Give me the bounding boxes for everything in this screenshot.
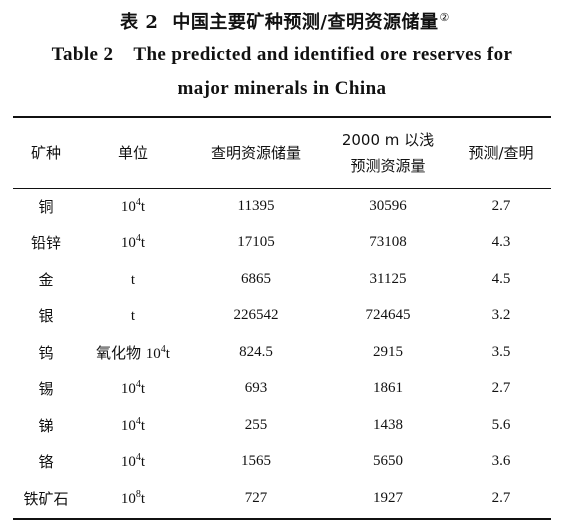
cell-ratio: 4.3: [491, 234, 511, 251]
header-mineral: 矿种: [30, 143, 61, 162]
cell-mineral: 锡: [38, 380, 54, 399]
table-number-cn: 表 2: [120, 12, 159, 33]
cell-identified: 255: [244, 416, 268, 433]
unit-exponent: 4: [135, 379, 141, 391]
unit-base: 10: [120, 235, 136, 252]
unit-exponent: 4: [135, 415, 141, 427]
unit-prefix: 氧化物: [96, 343, 146, 362]
cell-identified: 727: [244, 489, 268, 506]
footnote-marker: ②: [439, 11, 450, 24]
mineral-reserves-table: 矿种 单位 查明资源储量 2000 m 以浅 预测资源量 预测/查明 铜 104…: [13, 117, 551, 517]
table-title-english-line1: Table 2 The predicted and identified ore …: [0, 44, 564, 66]
table-number-en: Table 2: [51, 44, 114, 65]
cell-ratio: 3.2: [491, 307, 511, 324]
cell-mineral: 铁矿石: [23, 489, 69, 508]
unit-suffix: t: [140, 417, 146, 434]
unit-base: 10: [145, 345, 161, 362]
cell-ratio: 3.5: [491, 343, 511, 360]
cell-identified: 6865: [241, 270, 271, 287]
cell-ratio: 3.6: [491, 453, 511, 470]
cell-ratio: 4.5: [491, 270, 511, 287]
header-predicted-line2: 预测资源量: [350, 156, 426, 175]
cell-identified: 824.5: [239, 343, 273, 360]
cell-mineral: 铅锌: [30, 234, 61, 253]
unit-suffix: t: [140, 235, 146, 252]
table-row: 铅锌 104t 17105 73108 4.3: [13, 225, 551, 262]
cell-unit: 108t: [79, 480, 187, 517]
table-header-rule: [13, 188, 551, 189]
cell-unit: 104t: [79, 188, 187, 225]
unit-base: 10: [120, 454, 136, 471]
table-caption-en-line1: The predicted and identified ore reserve…: [133, 44, 513, 65]
header-predicted: 2000 m 以浅 预测资源量: [325, 117, 451, 188]
unit-exponent: 4: [135, 452, 141, 464]
cell-predicted: 1438: [373, 416, 403, 433]
cell-mineral: 铜: [38, 197, 54, 216]
unit-base: 10: [120, 417, 136, 434]
unit-exponent: 8: [135, 488, 141, 500]
unit-suffix: t: [140, 381, 146, 398]
cell-predicted: 724645: [365, 307, 411, 324]
cell-identified: 226542: [233, 307, 279, 324]
table-row: 锡 104t 693 1861 2.7: [13, 371, 551, 408]
table-bottom-rule: [13, 518, 551, 520]
unit-suffix: t: [130, 308, 136, 325]
cell-identified: 11395: [237, 197, 275, 214]
unit-base: 10: [120, 198, 136, 215]
table-top-rule: [13, 116, 551, 118]
unit-base: 10: [120, 490, 136, 507]
cell-predicted: 1861: [373, 380, 403, 397]
header-ratio: 预测/查明: [468, 143, 534, 162]
cell-predicted: 30596: [369, 197, 407, 214]
cell-ratio: 2.7: [491, 489, 511, 506]
cell-unit: t: [79, 298, 187, 335]
cell-mineral: 金: [38, 270, 54, 289]
unit-exponent: 4: [135, 233, 141, 245]
cell-mineral: 锑: [38, 416, 54, 435]
cell-unit: 104t: [79, 371, 187, 408]
unit-suffix: t: [140, 454, 146, 471]
cell-ratio: 2.7: [491, 197, 511, 214]
unit-base: 10: [120, 381, 136, 398]
unit-suffix: t: [140, 490, 146, 507]
header-unit: 单位: [117, 143, 148, 162]
cell-ratio: 2.7: [491, 380, 511, 397]
table-row: 铜 104t 11395 30596 2.7: [13, 188, 551, 225]
cell-predicted: 1927: [373, 489, 403, 506]
cell-mineral: 钨: [38, 343, 54, 362]
unit-suffix: t: [165, 345, 170, 362]
table-row: 钨 氧化物 104t 824.5 2915 3.5: [13, 334, 551, 371]
cell-predicted: 73108: [369, 234, 407, 251]
cell-identified: 1565: [241, 453, 271, 470]
table-row: 锑 104t 255 1438 5.6: [13, 407, 551, 444]
table-caption-en-line2: major minerals in China: [177, 78, 387, 99]
header-predicted-line1: 2000 m 以浅: [341, 130, 435, 149]
table-row: 金 t 6865 31125 4.5: [13, 261, 551, 298]
unit-suffix: t: [140, 198, 146, 215]
header-identified: 查明资源储量: [210, 143, 301, 162]
cell-predicted: 2915: [373, 343, 403, 360]
table-row: 银 t 226542 724645 3.2: [13, 298, 551, 335]
cell-identified: 17105: [237, 234, 275, 251]
table-row: 铬 104t 1565 5650 3.6: [13, 444, 551, 481]
unit-suffix: t: [130, 271, 136, 288]
cell-mineral: 银: [38, 307, 54, 326]
cell-unit: t: [79, 261, 187, 298]
cell-unit: 104t: [79, 407, 187, 444]
unit-exponent: 4: [160, 343, 166, 355]
cell-unit: 氧化物 104t: [79, 334, 187, 371]
cell-unit: 104t: [79, 225, 187, 262]
table-row: 铁矿石 108t 727 1927 2.7: [13, 480, 551, 517]
unit-exponent: 4: [135, 196, 141, 208]
cell-predicted: 5650: [373, 453, 403, 470]
cell-predicted: 31125: [369, 270, 407, 287]
table-header-row: 矿种 单位 查明资源储量 2000 m 以浅 预测资源量 预测/查明: [13, 117, 551, 188]
cell-ratio: 5.6: [491, 416, 511, 433]
table-title-english-line2: major minerals in China: [0, 78, 564, 100]
table-caption-cn: 中国主要矿种预测/查明资源储量: [172, 12, 439, 33]
table-title-chinese: 表 2 中国主要矿种预测/查明资源储量②: [0, 8, 564, 34]
cell-mineral: 铬: [38, 453, 54, 472]
cell-unit: 104t: [79, 444, 187, 481]
cell-identified: 693: [244, 380, 268, 397]
